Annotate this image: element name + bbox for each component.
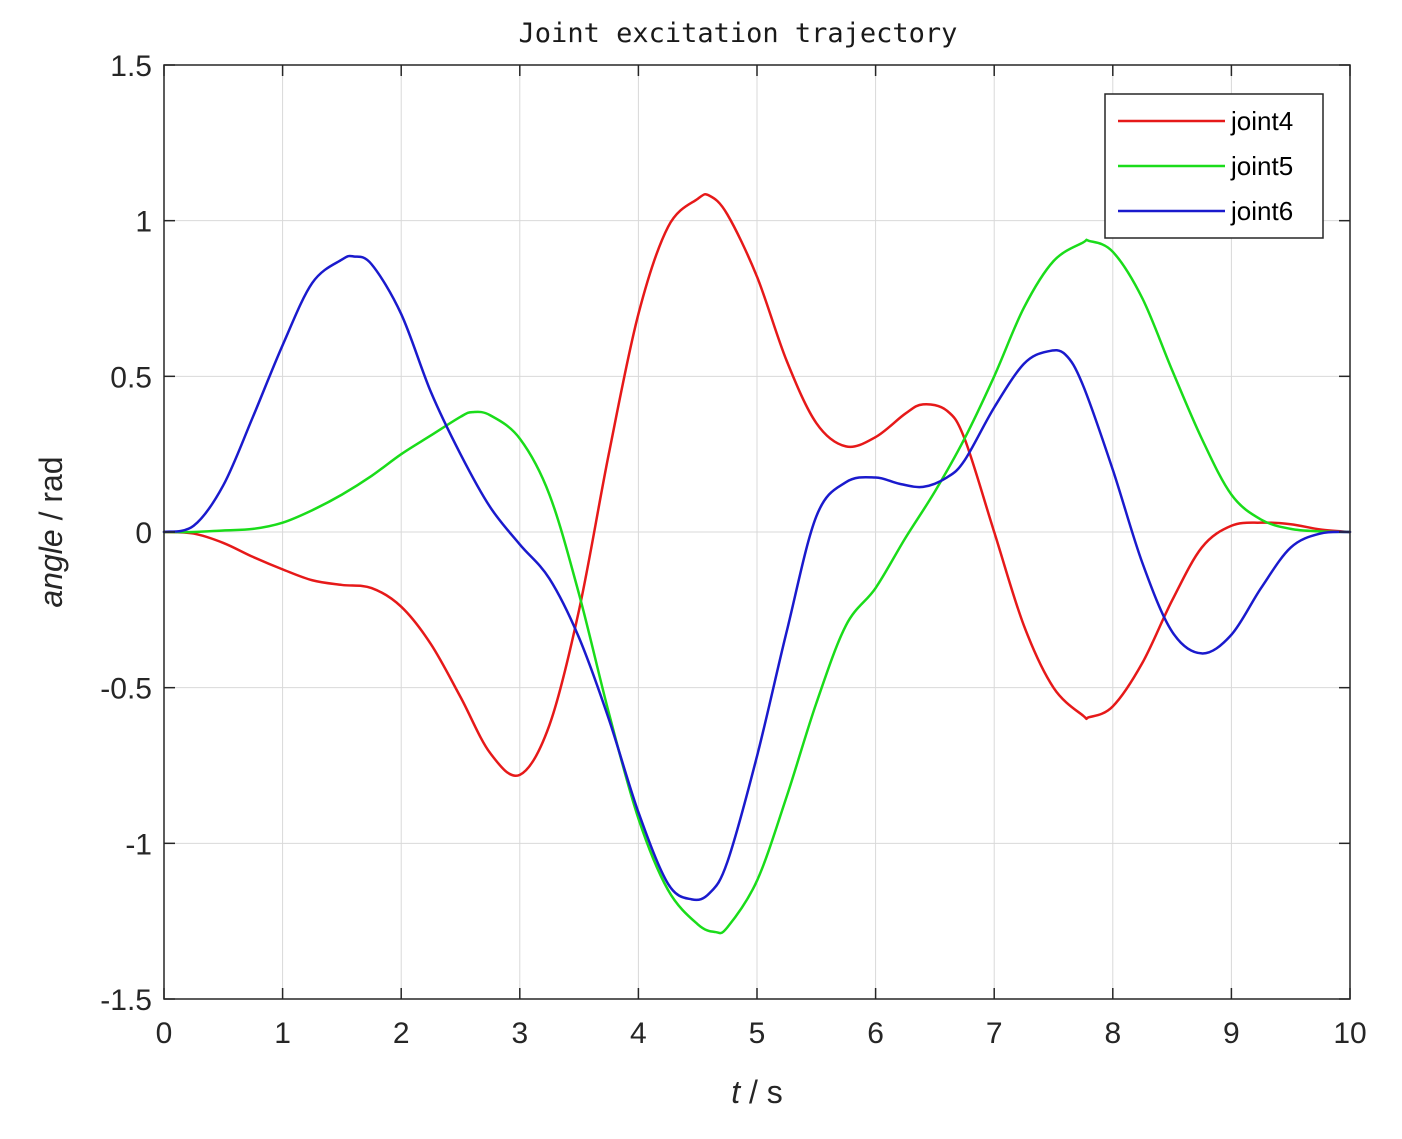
x-tick-label: 8 bbox=[1104, 1017, 1121, 1050]
series-line-joint4 bbox=[162, 193, 1352, 778]
x-axis-label-unit: / s bbox=[740, 1074, 783, 1110]
legend-label-joint5: joint5 bbox=[1230, 151, 1293, 181]
y-tick-label: 0 bbox=[135, 517, 152, 550]
x-axis-label: t / s bbox=[731, 1074, 783, 1110]
y-axis-label-var: angle bbox=[33, 529, 69, 607]
y-tick-label: -1.5 bbox=[100, 984, 152, 1017]
legend-label-joint4: joint4 bbox=[1230, 106, 1293, 136]
series-line-joint6 bbox=[162, 254, 1352, 902]
x-tick-label: 3 bbox=[511, 1017, 528, 1050]
x-tick-label: 1 bbox=[274, 1017, 291, 1050]
y-tick-label: 0.5 bbox=[110, 361, 152, 394]
y-tick-label: -1 bbox=[125, 828, 152, 861]
x-axis-label-var: t bbox=[731, 1074, 741, 1110]
legend: joint4 joint5 joint6 bbox=[1104, 93, 1324, 239]
x-tick-label: 4 bbox=[630, 1017, 647, 1050]
legend-label-joint6: joint6 bbox=[1230, 196, 1293, 226]
x-tick-label: 5 bbox=[749, 1017, 766, 1050]
x-tick-label: 6 bbox=[867, 1017, 884, 1050]
tick-marks bbox=[163, 64, 1351, 1000]
y-tick-labels: -1.5 -1 -0.5 0 0.5 1 1.5 bbox=[100, 50, 152, 1017]
series-line-joint5 bbox=[162, 238, 1352, 935]
x-tick-label: 0 bbox=[156, 1017, 173, 1050]
y-axis-label-unit: / rad bbox=[33, 456, 69, 529]
series-layer bbox=[162, 193, 1352, 935]
x-tick-label: 2 bbox=[393, 1017, 410, 1050]
x-tick-label: 7 bbox=[986, 1017, 1003, 1050]
chart-title: Joint excitation trajectory bbox=[519, 18, 958, 49]
x-tick-label: 10 bbox=[1333, 1017, 1366, 1050]
x-tick-label: 9 bbox=[1223, 1017, 1240, 1050]
y-tick-label: 1.5 bbox=[110, 50, 152, 83]
y-tick-label: -0.5 bbox=[100, 673, 152, 706]
y-axis-label: angle / rad bbox=[33, 456, 69, 607]
x-tick-labels: 0 1 2 3 4 5 6 7 8 9 10 bbox=[156, 1017, 1367, 1050]
y-tick-label: 1 bbox=[135, 206, 152, 239]
